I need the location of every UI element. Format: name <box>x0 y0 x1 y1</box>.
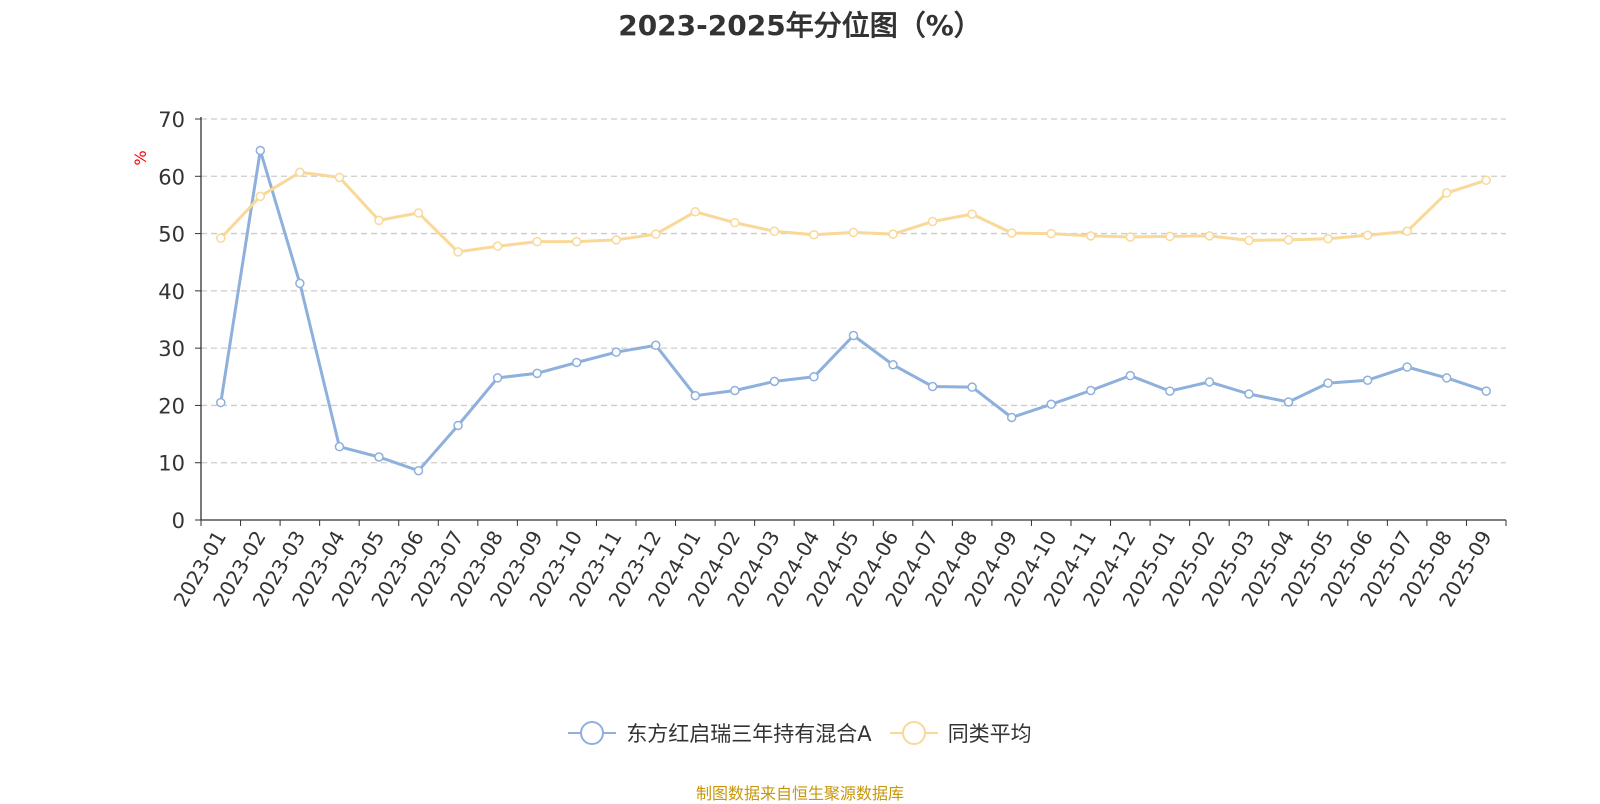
data-point-1 <box>334 172 345 183</box>
data-point-0 <box>255 145 266 156</box>
data-point-1 <box>690 207 701 217</box>
data-point-0 <box>809 372 819 382</box>
legend: 东方红启瑞三年持有混合A 同类平均 <box>0 718 1600 748</box>
data-point-1 <box>769 226 780 237</box>
y-axis-label: % <box>131 150 150 165</box>
data-point-0 <box>453 420 463 431</box>
data-point-0 <box>651 340 661 351</box>
legend-item-fund[interactable]: 东方红启瑞三年持有混合A <box>568 718 872 748</box>
data-point-0 <box>1006 412 1017 423</box>
data-point-1 <box>1086 231 1096 241</box>
data-point-0 <box>1244 389 1254 399</box>
data-point-0 <box>1204 377 1215 387</box>
data-point-1 <box>453 247 463 257</box>
legend-label-average: 同类平均 <box>947 722 1032 746</box>
data-point-0 <box>927 381 938 392</box>
data-point-1 <box>1323 233 1333 244</box>
data-point-1 <box>1481 175 1491 186</box>
data-point-0 <box>1125 370 1136 381</box>
data-point-1 <box>1204 231 1215 241</box>
data-point-0 <box>216 397 226 408</box>
data-point-1 <box>888 229 898 239</box>
data-point-0 <box>611 347 621 357</box>
data-point-1 <box>532 236 542 247</box>
data-point-0 <box>1283 397 1294 407</box>
data-point-1 <box>611 235 621 245</box>
data-point-0 <box>769 376 780 387</box>
data-point-1 <box>809 229 819 240</box>
data-point-1 <box>1046 228 1056 239</box>
y-tick-label: 20 <box>158 394 185 418</box>
data-point-1 <box>492 241 503 251</box>
data-point-0 <box>1481 386 1491 396</box>
legend-swatch-fund-icon <box>568 721 617 745</box>
data-point-0 <box>492 373 503 383</box>
data-point-1 <box>651 229 661 239</box>
data-point-0 <box>848 330 859 341</box>
y-tick-label: 70 <box>158 108 185 132</box>
data-source-note: 制图数据来自恒生聚源数据库 <box>695 784 904 803</box>
data-point-0 <box>1086 385 1096 396</box>
data-point-0 <box>1046 399 1056 410</box>
data-point-1 <box>1125 232 1136 242</box>
data-point-0 <box>1165 386 1175 396</box>
data-point-1 <box>1283 235 1294 245</box>
data-point-0 <box>295 278 305 289</box>
data-point-1 <box>1244 235 1254 246</box>
data-point-1 <box>848 227 859 238</box>
y-tick-label: 0 <box>172 509 185 533</box>
y-tick-label: 10 <box>158 452 185 476</box>
data-point-1 <box>967 209 977 219</box>
y-tick-label: 60 <box>158 165 185 189</box>
legend-label-fund: 东方红启瑞三年持有混合A <box>626 722 872 746</box>
chart-title: 2023-2025年分位图（%） <box>618 9 982 42</box>
y-tick-label: 30 <box>158 337 185 361</box>
legend-swatch-average-icon <box>889 721 938 745</box>
legend-item-average[interactable]: 同类平均 <box>889 718 1032 748</box>
data-point-1 <box>295 167 305 178</box>
data-point-1 <box>413 208 424 218</box>
series-line-0 <box>219 149 1487 473</box>
data-point-1 <box>927 216 938 227</box>
y-tick-label: 40 <box>158 280 185 304</box>
data-point-1 <box>571 236 582 247</box>
line-chart: 010203040506070%2023-012023-022023-03202… <box>131 108 1507 611</box>
data-point-1 <box>374 215 384 226</box>
data-point-0 <box>1402 362 1412 372</box>
data-point-1 <box>1402 226 1412 237</box>
data-point-1 <box>1165 231 1175 242</box>
data-point-0 <box>334 441 345 452</box>
data-point-0 <box>1362 375 1373 385</box>
data-point-0 <box>532 368 542 379</box>
data-point-0 <box>413 465 424 476</box>
data-point-0 <box>967 382 977 392</box>
series-line-1 <box>219 170 1487 254</box>
data-point-0 <box>888 360 898 370</box>
data-point-0 <box>571 357 582 368</box>
data-point-1 <box>255 191 266 202</box>
data-point-1 <box>1441 188 1452 198</box>
y-tick-label: 50 <box>158 223 185 247</box>
data-point-0 <box>690 390 701 401</box>
data-point-0 <box>730 385 740 396</box>
data-point-0 <box>374 452 384 462</box>
data-point-1 <box>730 217 740 228</box>
data-point-1 <box>216 233 226 243</box>
data-point-1 <box>1362 230 1373 241</box>
data-point-0 <box>1441 373 1452 383</box>
data-point-0 <box>1323 378 1333 388</box>
data-point-1 <box>1006 228 1017 238</box>
